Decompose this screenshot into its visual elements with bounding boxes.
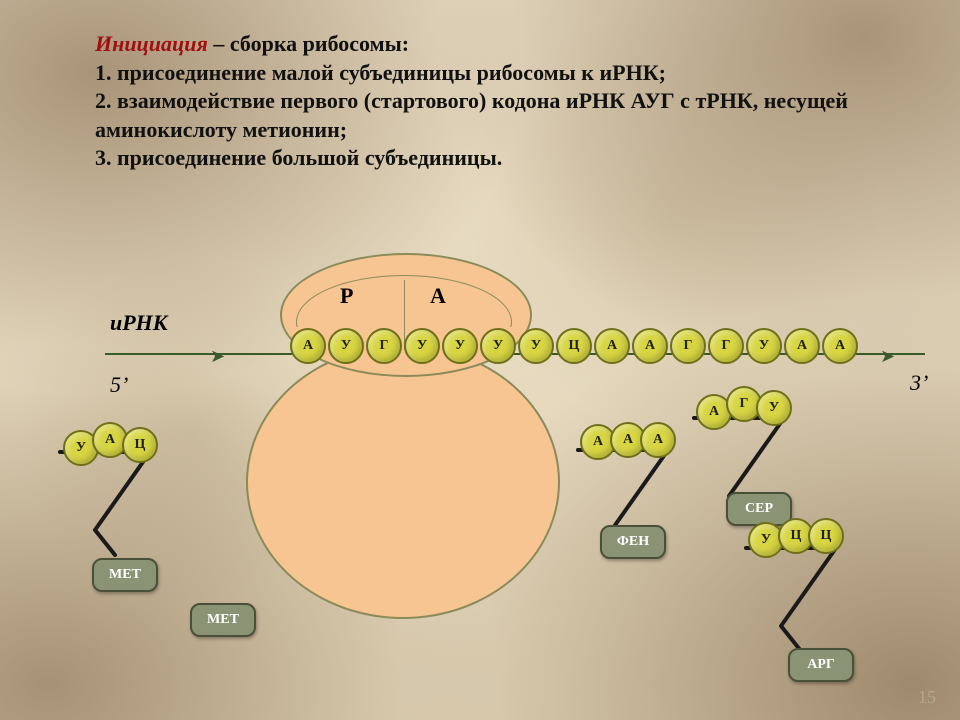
mrna-arrow-left-icon: ➤ [210, 346, 225, 367]
trna-stem-arg [746, 548, 836, 651]
amino-acid-phen: ФЕН [600, 525, 666, 559]
anticodon-nucleotide: У [756, 390, 792, 426]
mrna-nucleotide: У [746, 328, 782, 364]
trna-stem-met1 [60, 452, 150, 555]
page-number: 15 [918, 687, 936, 708]
title-rest: – сборка рибосомы: [208, 31, 409, 56]
mrna-nucleotide: А [632, 328, 668, 364]
mrna-nucleotide: У [328, 328, 364, 364]
p-site-label: Р [340, 283, 353, 309]
mrna-nucleotide: Г [670, 328, 706, 364]
mrna-nucleotide: У [442, 328, 478, 364]
mrna-nucleotide: Ц [556, 328, 592, 364]
line-2: 2. взаимодействие первого (стартового) к… [95, 88, 848, 142]
line-1: 1. присоединение малой субъединицы рибос… [95, 60, 666, 85]
mrna-nucleotide: Г [708, 328, 744, 364]
anticodon-nucleotide: А [640, 422, 676, 458]
description-text: Инициация – сборка рибосомы: 1. присоеди… [95, 30, 895, 173]
amino-acid-met1: МЕТ [92, 558, 158, 592]
amino-acid-arg: АРГ [788, 648, 854, 682]
anticodon-nucleotide: Ц [808, 518, 844, 554]
mrna-nucleotide: А [784, 328, 820, 364]
five-prime-label: 5’ [110, 372, 128, 398]
mrna-nucleotide: А [290, 328, 326, 364]
mrna-arrow-right-icon: ➤ [880, 346, 895, 367]
mrna-nucleotide: У [518, 328, 554, 364]
amino-acid-ser: СЕР [726, 492, 792, 526]
anticodon-nucleotide: Ц [122, 427, 158, 463]
ribosome-large-subunit [246, 345, 560, 619]
mrna-label: иРНК [110, 310, 168, 336]
mrna-nucleotide: А [822, 328, 858, 364]
three-prime-label: 3’ [910, 370, 928, 396]
amino-acid-met2: МЕТ [190, 603, 256, 637]
mrna-nucleotide: У [404, 328, 440, 364]
mrna-nucleotide: А [594, 328, 630, 364]
line-3: 3. присоединение большой субъединицы. [95, 145, 502, 170]
mrna-nucleotide: Г [366, 328, 402, 364]
a-site-label: А [430, 283, 446, 309]
title-highlight: Инициация [95, 31, 208, 56]
mrna-nucleotide: У [480, 328, 516, 364]
